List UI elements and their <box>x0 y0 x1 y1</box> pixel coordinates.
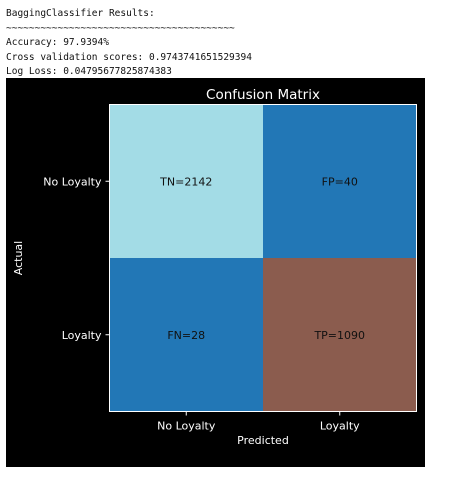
separator-line: ~~~~~~~~~~~~~~~~~~~~~~~~~~~~~~~~~~~~~~~~ <box>6 22 235 34</box>
cell-label-tp: TP=1090 <box>313 329 365 342</box>
chart-title: Confusion Matrix <box>206 87 320 103</box>
cell-fp <box>263 104 417 258</box>
cell-label-fp: FP=40 <box>322 175 358 188</box>
confusion-matrix-chart: Confusion Matrix TN=2142 FP=40 FN=28 TP=109… <box>12 87 417 447</box>
console-output: BaggingClassifier Results: ~~~~~~~~~~~~~… <box>6 7 252 80</box>
cell-fn <box>109 258 263 412</box>
y-axis-label: Actual <box>12 241 25 275</box>
y-tick-label: Loyalty <box>62 329 102 342</box>
x-tick-label: No Loyalty <box>157 420 216 433</box>
cell-tp <box>263 258 417 412</box>
plot-frame <box>109 104 417 412</box>
cv-scores-line: Cross validation scores: 0.9743741651529… <box>6 51 252 63</box>
cell-label-tn: TN=2142 <box>159 175 212 188</box>
results-header: BaggingClassifier Results: <box>6 8 155 19</box>
cell-label-fn: FN=28 <box>167 329 205 342</box>
cell-tn <box>109 104 263 258</box>
log-loss-line: Log Loss: 0.04795677825874383 <box>6 66 172 77</box>
figure-panel: Confusion Matrix TN=2142 FP=40 FN=28 TP=109… <box>6 78 425 467</box>
x-tick-label: Loyalty <box>320 420 360 433</box>
x-axis-label: Predicted <box>237 434 289 447</box>
y-tick-label: No Loyalty <box>43 175 102 188</box>
accuracy-line: Accuracy: 97.9394% <box>6 37 109 48</box>
